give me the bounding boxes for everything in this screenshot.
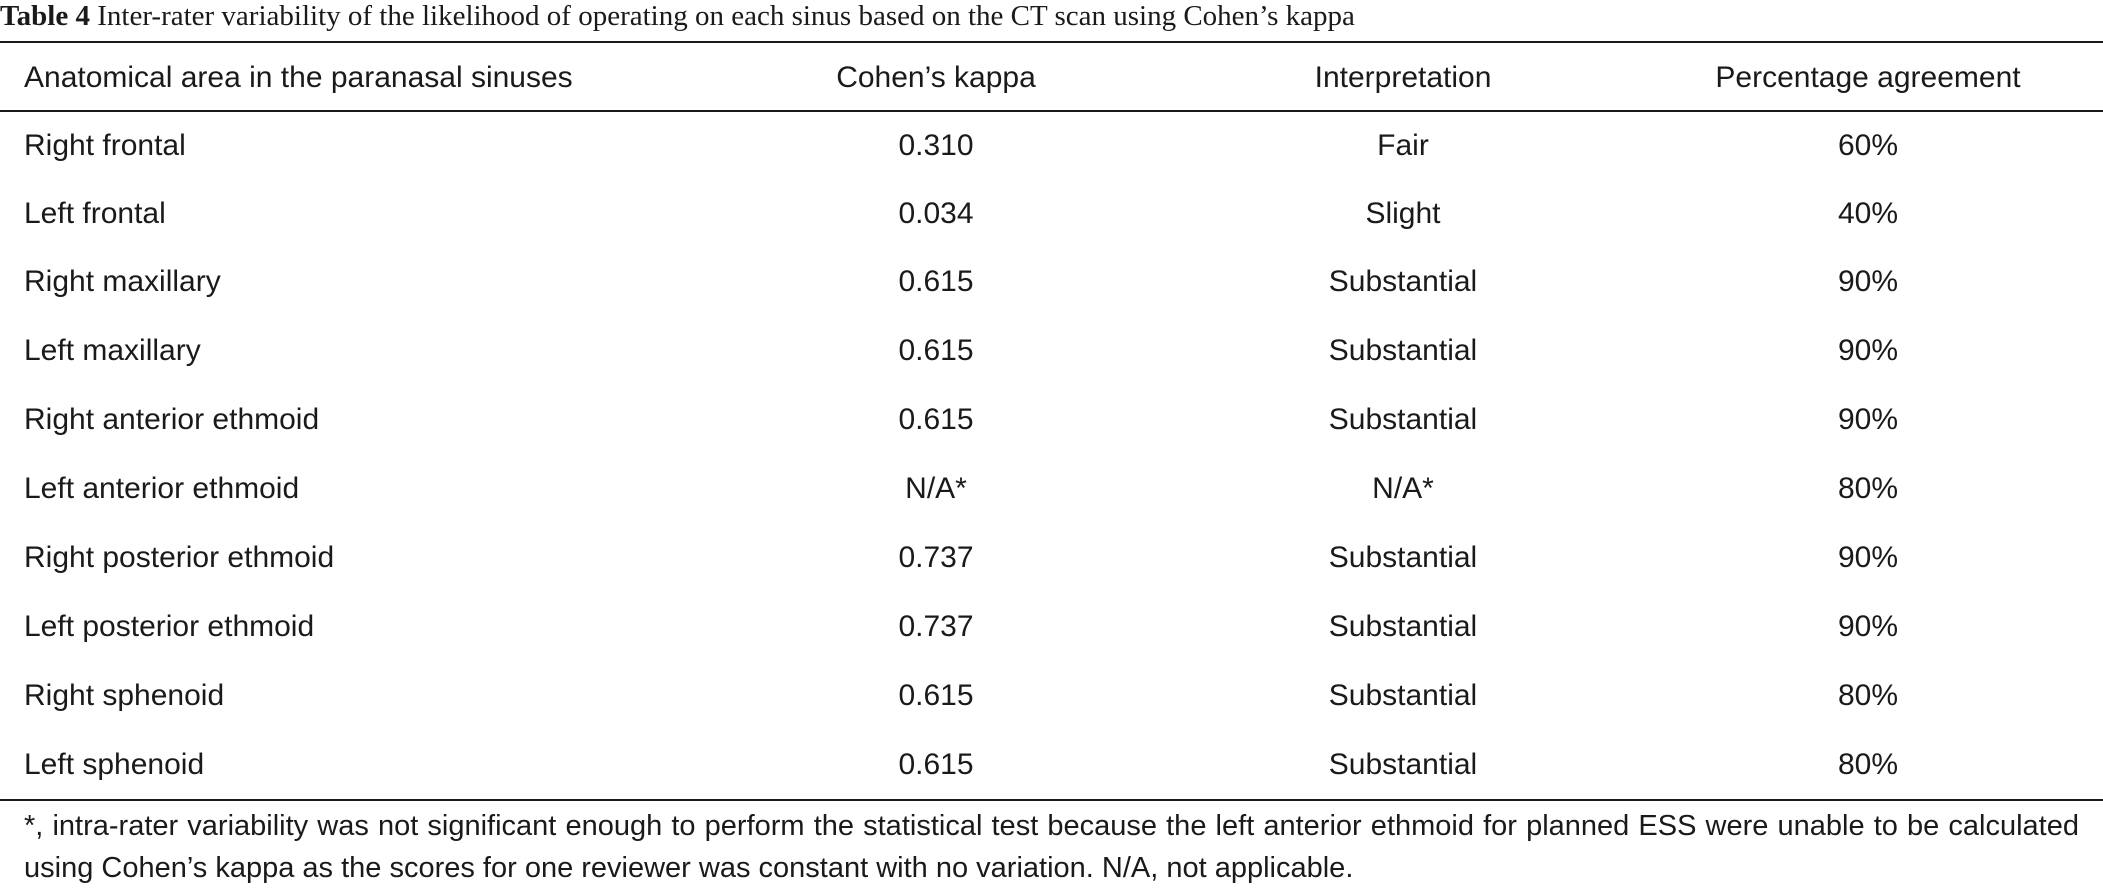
cell-interpretation: Substantial (1328, 748, 1478, 781)
cell-agreement: 80% (1837, 748, 1899, 781)
cell-area: Left frontal (24, 197, 166, 230)
cell-agreement: 90% (1837, 541, 1899, 574)
cell-interpretation: N/A* (1372, 472, 1434, 505)
cell-area: Right maxillary (24, 265, 221, 298)
cell-agreement: 90% (1837, 334, 1899, 367)
table-header-rule (0, 110, 2103, 112)
cell-agreement: 90% (1837, 403, 1899, 436)
table-row: Left maxillary 0.615 Substantial 90% (0, 317, 2103, 385)
cell-interpretation: Substantial (1328, 265, 1478, 298)
table-row: Left anterior ethmoid N/A* N/A* 80% (0, 455, 2103, 523)
cell-interpretation: Substantial (1328, 403, 1478, 436)
cell-agreement: 40% (1837, 197, 1899, 230)
cell-area: Right anterior ethmoid (24, 403, 320, 436)
cell-kappa: 0.615 (898, 403, 974, 436)
cell-kappa: 0.737 (898, 610, 974, 643)
table-row: Right posterior ethmoid 0.737 Substantia… (0, 524, 2103, 592)
cell-area: Right frontal (24, 129, 186, 162)
cell-kappa: 0.615 (898, 679, 974, 712)
cell-kappa: 0.615 (898, 334, 974, 367)
table-row: Right frontal 0.310 Fair 60% (0, 112, 2103, 180)
cell-area: Left posterior ethmoid (24, 610, 315, 643)
cell-interpretation: Slight (1365, 197, 1441, 230)
cell-area: Left sphenoid (24, 748, 205, 781)
table-bottom-rule (0, 799, 2103, 801)
table-row: Left sphenoid 0.615 Substantial 80% (0, 731, 2103, 799)
cell-kappa: 0.615 (898, 265, 974, 298)
column-header-agreement: Percentage agreement (1715, 61, 2021, 94)
column-header-kappa: Cohen’s kappa (836, 61, 1036, 94)
cell-interpretation: Substantial (1328, 541, 1478, 574)
table-row: Left frontal 0.034 Slight 40% (0, 180, 2103, 248)
cell-interpretation: Fair (1377, 129, 1429, 162)
cell-agreement: 90% (1837, 265, 1899, 298)
cell-interpretation: Substantial (1328, 679, 1478, 712)
table-footnote: *, intra-rater variability was not signi… (24, 810, 2079, 884)
cell-kappa: 0.737 (898, 541, 974, 574)
table-top-rule (0, 41, 2103, 43)
table-row: Right anterior ethmoid 0.615 Substantial… (0, 386, 2103, 454)
cell-agreement: 80% (1837, 472, 1899, 505)
cell-agreement: 90% (1837, 610, 1899, 643)
cell-interpretation: Substantial (1328, 334, 1478, 367)
cell-kappa: 0.034 (898, 197, 974, 230)
table-row: Left posterior ethmoid 0.737 Substantial… (0, 593, 2103, 661)
cell-area: Left anterior ethmoid (24, 472, 300, 505)
cell-kappa: N/A* (905, 472, 967, 505)
cell-area: Right sphenoid (24, 679, 225, 712)
column-header-area: Anatomical area in the paranasal sinuses (24, 61, 573, 94)
table-row: Right sphenoid 0.615 Substantial 80% (0, 662, 2103, 730)
cell-agreement: 80% (1837, 679, 1899, 712)
table-caption-label: Table 4 (0, 0, 90, 32)
cell-area: Right posterior ethmoid (24, 541, 335, 574)
table-caption: Table 4 Inter-rater variability of the l… (0, 0, 2103, 40)
table-header-row: Anatomical area in the paranasal sinuses… (0, 44, 2103, 112)
cell-agreement: 60% (1837, 129, 1899, 162)
cell-area: Left maxillary (24, 334, 201, 367)
table-caption-text: Inter-rater variability of the likelihoo… (97, 0, 1355, 32)
cell-kappa: 0.310 (898, 129, 974, 162)
column-header-interpretation: Interpretation (1314, 61, 1492, 94)
table-row: Right maxillary 0.615 Substantial 90% (0, 248, 2103, 316)
cell-kappa: 0.615 (898, 748, 974, 781)
cell-interpretation: Substantial (1328, 610, 1478, 643)
